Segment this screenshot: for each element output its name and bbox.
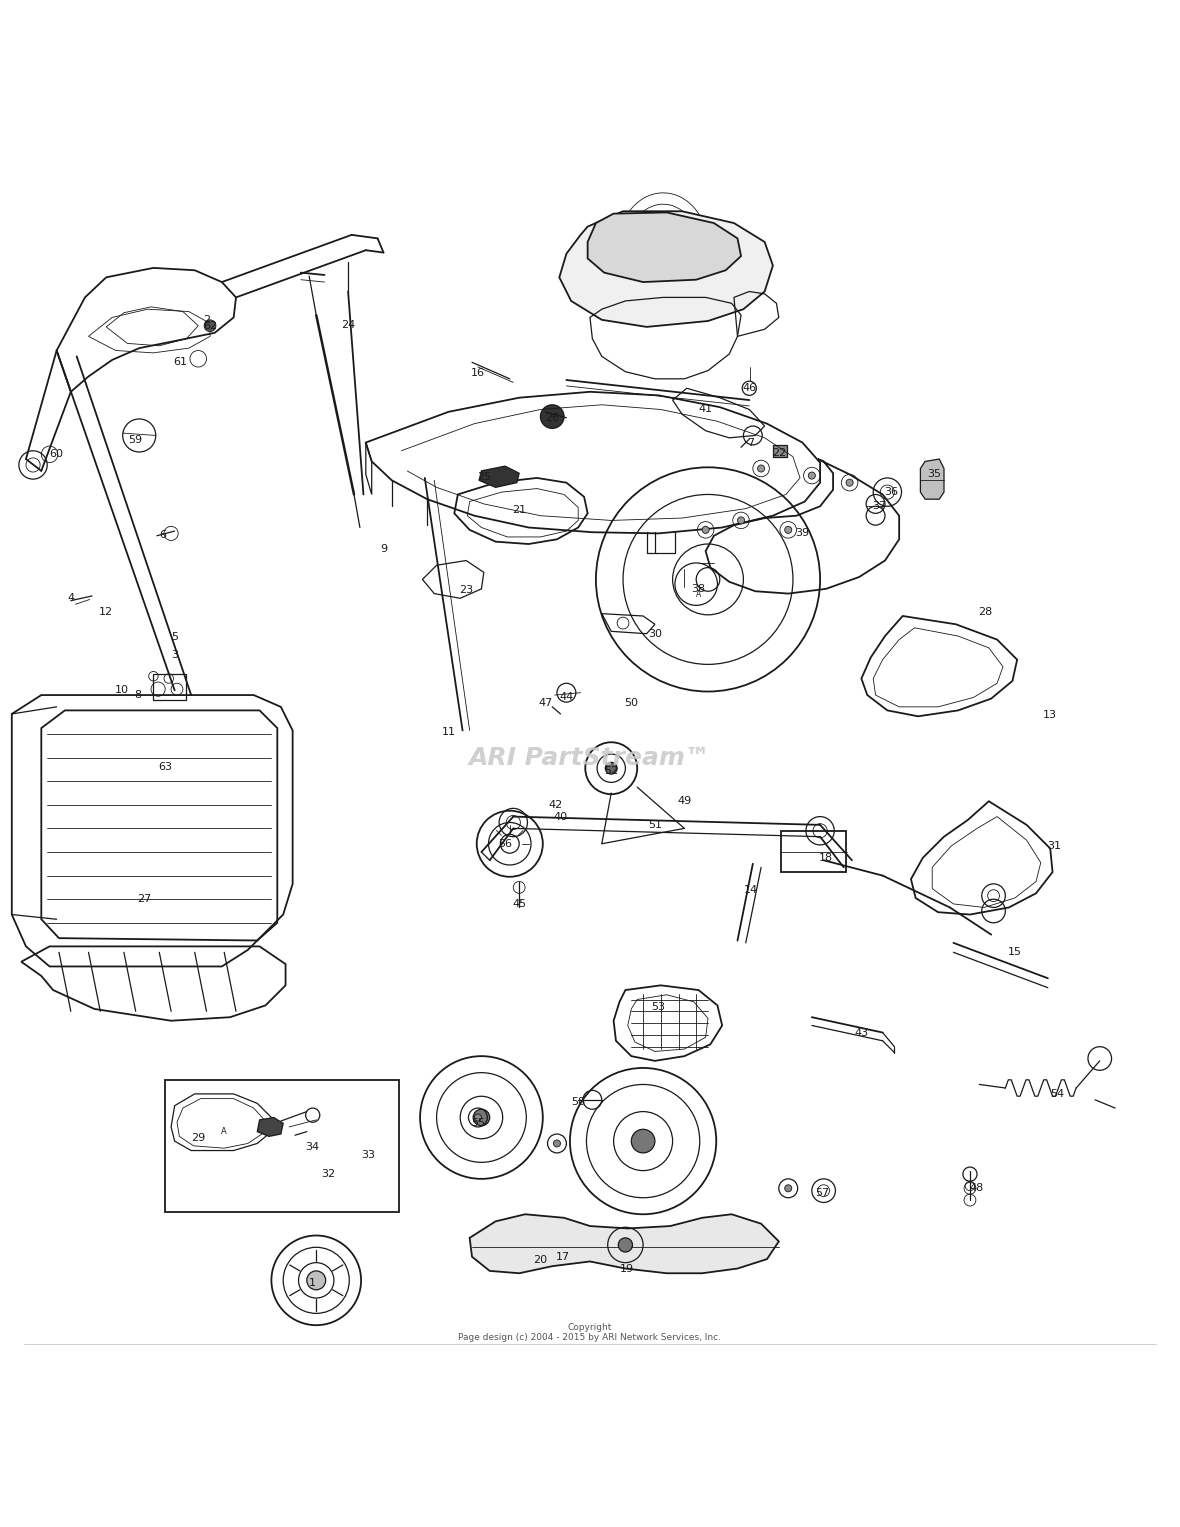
Circle shape xyxy=(605,762,617,774)
Text: 6: 6 xyxy=(159,530,166,539)
Text: 57: 57 xyxy=(815,1188,830,1199)
Text: 25: 25 xyxy=(477,472,491,481)
Text: 32: 32 xyxy=(321,1170,335,1179)
Text: 31: 31 xyxy=(1047,841,1061,851)
Text: 35: 35 xyxy=(927,469,942,479)
Circle shape xyxy=(618,1238,632,1252)
Circle shape xyxy=(540,405,564,429)
Text: 50: 50 xyxy=(624,698,638,709)
Text: 24: 24 xyxy=(341,319,355,330)
Text: 15: 15 xyxy=(1008,947,1022,957)
Text: 53: 53 xyxy=(651,1002,666,1011)
Text: 11: 11 xyxy=(441,727,455,736)
Text: 41: 41 xyxy=(699,405,713,414)
Text: 49: 49 xyxy=(677,796,691,806)
Polygon shape xyxy=(470,1214,779,1274)
Text: 42: 42 xyxy=(549,800,563,809)
Text: 28: 28 xyxy=(978,608,992,617)
Circle shape xyxy=(785,527,792,533)
Text: 38: 38 xyxy=(691,583,706,594)
Text: 7: 7 xyxy=(747,438,754,447)
Polygon shape xyxy=(559,211,773,327)
Bar xyxy=(153,673,186,699)
Circle shape xyxy=(702,527,709,533)
Text: 34: 34 xyxy=(306,1142,320,1151)
Text: 2: 2 xyxy=(203,315,210,325)
Text: 54: 54 xyxy=(1050,1089,1064,1099)
Bar xyxy=(781,831,846,872)
Text: 56: 56 xyxy=(498,838,512,849)
Text: 40: 40 xyxy=(553,811,568,822)
Circle shape xyxy=(204,319,216,331)
Text: ARI PartStream™: ARI PartStream™ xyxy=(470,745,710,770)
Text: 10: 10 xyxy=(114,686,129,695)
Text: 37: 37 xyxy=(872,501,886,512)
Bar xyxy=(773,444,787,457)
Text: 30: 30 xyxy=(648,629,662,638)
Bar xyxy=(165,1080,399,1212)
Text: 43: 43 xyxy=(854,1028,868,1037)
Text: 51: 51 xyxy=(648,820,662,829)
Circle shape xyxy=(553,1141,560,1147)
Polygon shape xyxy=(920,460,944,499)
Text: 61: 61 xyxy=(173,357,188,368)
Text: 3: 3 xyxy=(171,651,178,660)
Text: 45: 45 xyxy=(512,899,526,909)
Text: Copyright
Page design (c) 2004 - 2015 by ARI Network Services, Inc.: Copyright Page design (c) 2004 - 2015 by… xyxy=(459,1322,721,1342)
Text: 13: 13 xyxy=(1043,710,1057,721)
Text: 20: 20 xyxy=(533,1255,548,1266)
Polygon shape xyxy=(479,466,519,487)
Circle shape xyxy=(758,464,765,472)
Text: 63: 63 xyxy=(158,762,172,773)
Circle shape xyxy=(307,1270,326,1290)
Text: 14: 14 xyxy=(743,884,758,895)
Text: 21: 21 xyxy=(512,505,526,515)
Text: 9: 9 xyxy=(380,544,387,554)
Text: 18: 18 xyxy=(819,854,833,863)
Text: 23: 23 xyxy=(459,585,473,596)
Circle shape xyxy=(738,516,745,524)
Text: 62: 62 xyxy=(203,321,217,331)
Circle shape xyxy=(631,1130,655,1153)
Text: 4: 4 xyxy=(67,594,74,603)
Text: 48: 48 xyxy=(970,1183,984,1193)
Text: 47: 47 xyxy=(538,698,552,709)
Text: 1: 1 xyxy=(309,1278,316,1287)
Text: 5: 5 xyxy=(171,632,178,643)
Text: 12: 12 xyxy=(99,608,113,617)
Circle shape xyxy=(808,472,815,479)
Text: 16: 16 xyxy=(471,368,485,377)
Text: 36: 36 xyxy=(884,487,898,498)
Text: 33: 33 xyxy=(361,1150,375,1161)
Text: 39: 39 xyxy=(795,528,809,539)
Circle shape xyxy=(846,479,853,486)
Circle shape xyxy=(474,1115,481,1121)
Text: 55: 55 xyxy=(471,1118,485,1128)
Text: 19: 19 xyxy=(620,1263,634,1274)
Text: A: A xyxy=(222,1127,227,1136)
Text: 27: 27 xyxy=(137,895,151,904)
Text: 26: 26 xyxy=(545,412,559,423)
Text: A: A xyxy=(696,591,701,599)
Polygon shape xyxy=(257,1118,283,1136)
Text: 58: 58 xyxy=(571,1098,585,1107)
Text: 59: 59 xyxy=(129,435,143,446)
Circle shape xyxy=(785,1185,792,1193)
Text: 8: 8 xyxy=(135,690,142,699)
Text: 44: 44 xyxy=(559,692,573,702)
Text: 52: 52 xyxy=(604,765,618,776)
Text: 22: 22 xyxy=(772,447,786,458)
Polygon shape xyxy=(588,212,741,282)
Circle shape xyxy=(473,1109,490,1125)
Text: 29: 29 xyxy=(191,1133,205,1142)
Text: 46: 46 xyxy=(742,383,756,394)
Text: 17: 17 xyxy=(556,1252,570,1261)
Text: 60: 60 xyxy=(50,449,64,460)
